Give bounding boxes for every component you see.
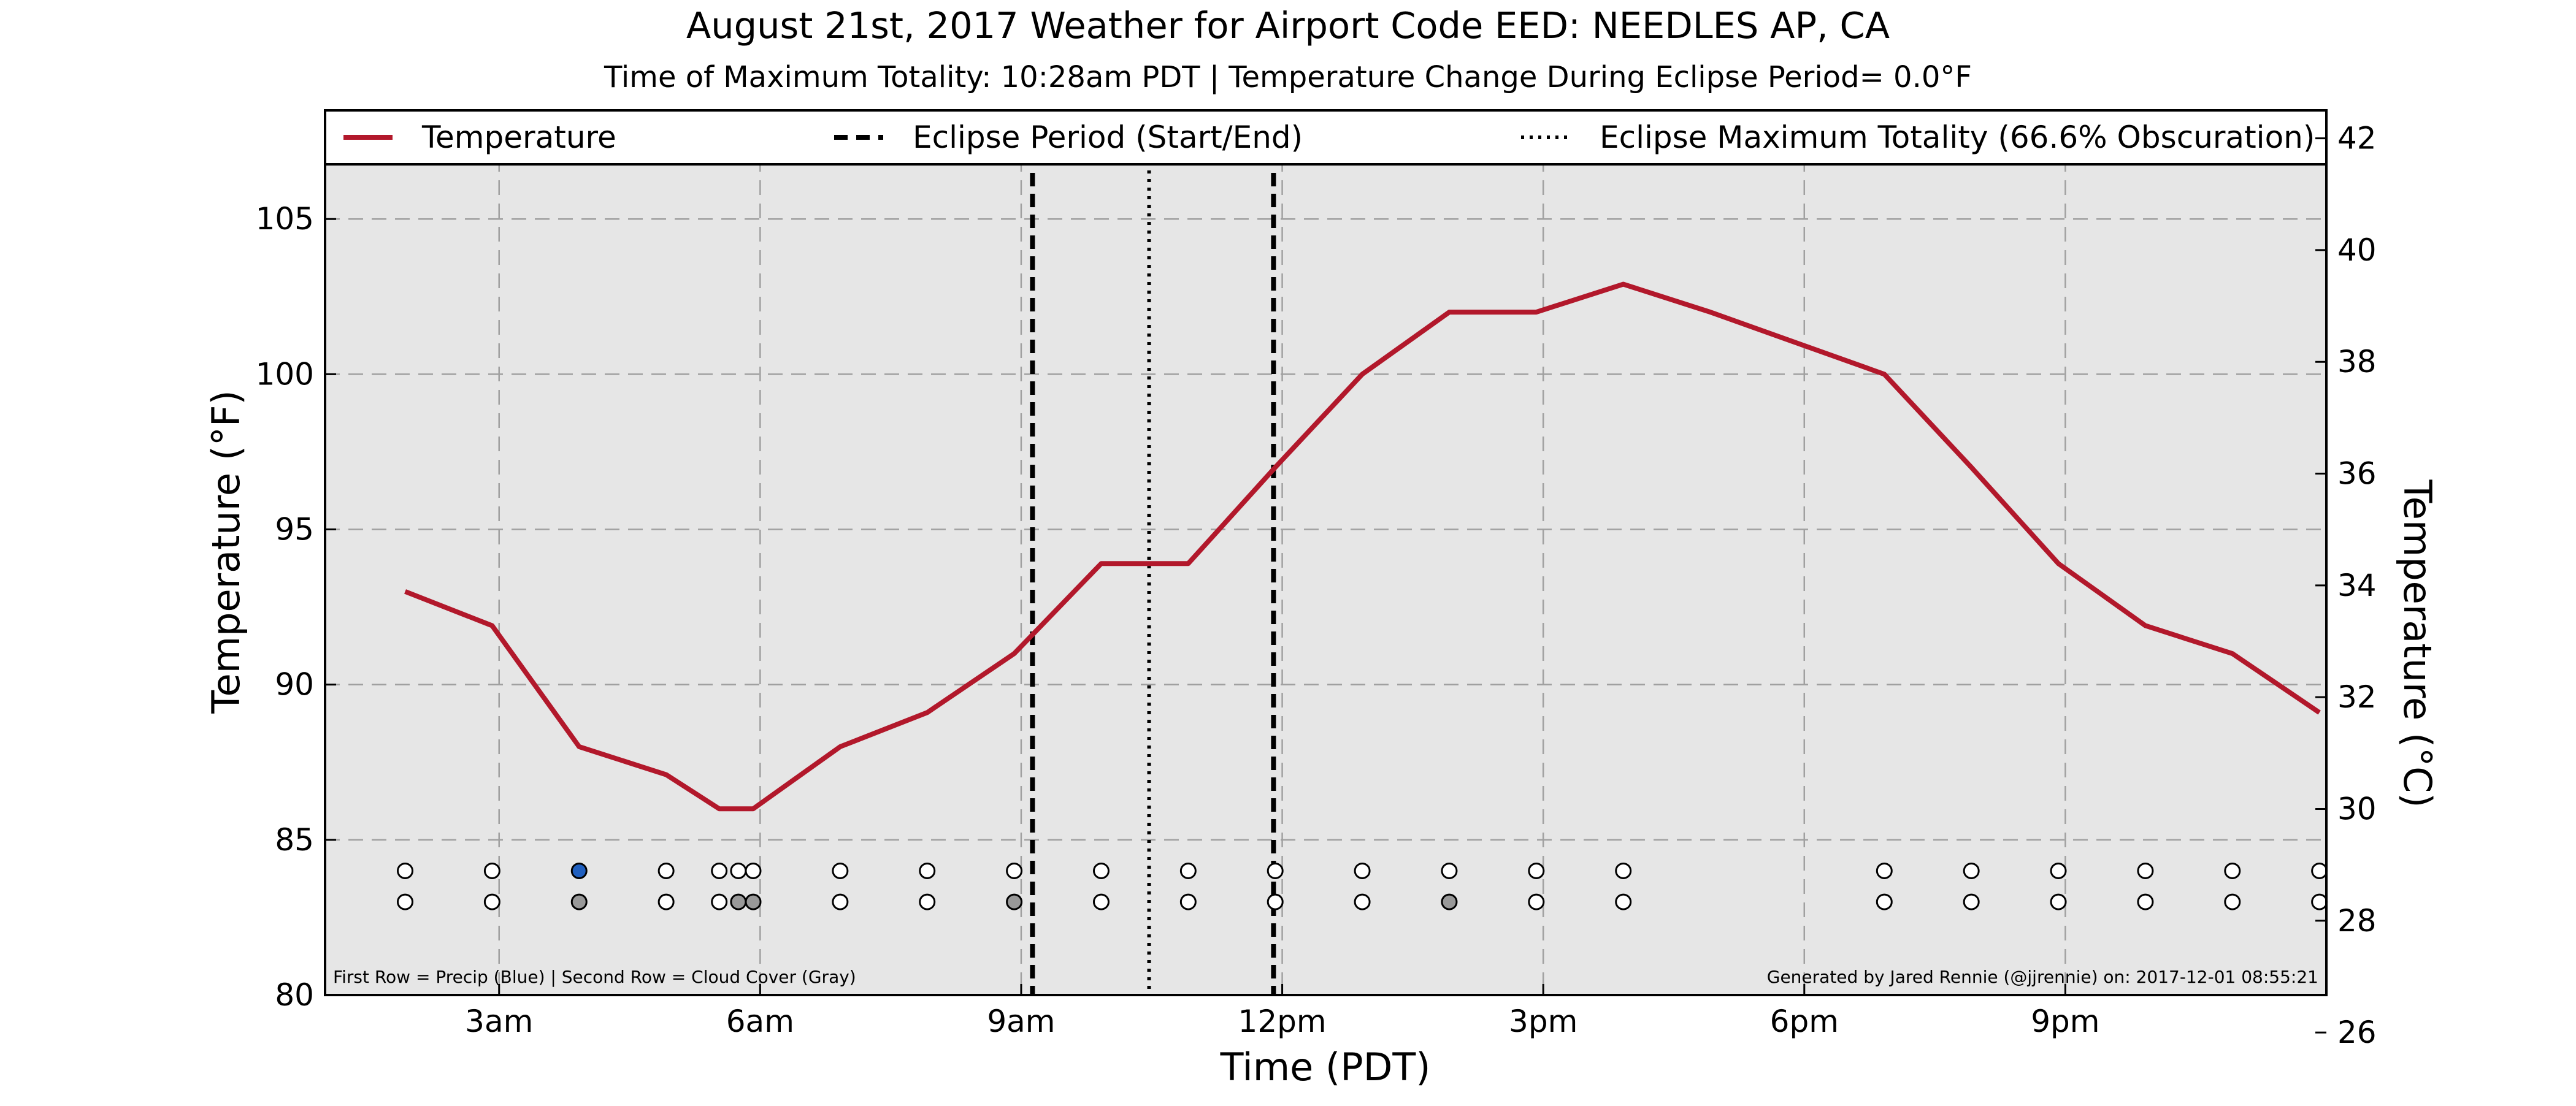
cloud-cover-marker bbox=[1876, 893, 1893, 910]
y-axis-right: 26 28 30 32 34 36 38 40 42 bbox=[2315, 121, 2377, 1050]
plot-background bbox=[325, 110, 2326, 995]
precip-marker bbox=[745, 862, 762, 879]
observation-markers bbox=[397, 862, 2328, 910]
plot-frame bbox=[324, 109, 2328, 996]
y-right-tick-label: 42 bbox=[2337, 121, 2377, 156]
y-tick-label: 100 bbox=[256, 356, 314, 392]
cloud-cover-marker bbox=[1179, 893, 1197, 910]
x-tick-label: 3am bbox=[465, 1004, 533, 1039]
precip-marker bbox=[711, 862, 728, 879]
y-right-tick-label: 28 bbox=[2337, 903, 2377, 939]
cloud-cover-marker bbox=[1092, 893, 1110, 910]
cloud-cover-marker bbox=[1354, 893, 1371, 910]
y-right-tick-label: 38 bbox=[2337, 344, 2377, 379]
cloud-cover-marker bbox=[1441, 893, 1458, 910]
y-tick-label: 105 bbox=[256, 201, 314, 237]
cloud-cover-marker bbox=[2311, 893, 2328, 910]
legend-label: Eclipse Period (Start/End) bbox=[913, 120, 1303, 155]
eclipse-lines bbox=[1030, 110, 1276, 995]
precip-marker bbox=[570, 862, 588, 879]
precip-marker bbox=[1006, 862, 1023, 879]
legend-box bbox=[324, 109, 2328, 166]
grid bbox=[325, 110, 2326, 995]
cloud-cover-marker bbox=[2137, 893, 2154, 910]
cloud-cover-marker bbox=[711, 893, 728, 910]
x-tick-label: 12pm bbox=[1238, 1004, 1327, 1039]
y-axis-label-left: Temperature (°F) bbox=[204, 390, 248, 714]
cloud-cover-marker bbox=[745, 893, 762, 910]
y-tick-label: 80 bbox=[275, 977, 314, 1013]
precip-marker bbox=[2311, 862, 2328, 879]
chart-title: August 21st, 2017 Weather for Airport Co… bbox=[686, 4, 1890, 47]
x-axis-label: Time (PDT) bbox=[1220, 1045, 1431, 1089]
x-tick-label: 6pm bbox=[1770, 1004, 1839, 1039]
y-right-tick-label: 30 bbox=[2337, 791, 2377, 826]
cloud-cover-marker bbox=[2224, 893, 2241, 910]
cloud-cover-marker bbox=[1006, 893, 1023, 910]
precip-marker bbox=[397, 862, 414, 879]
y-tick-label: 85 bbox=[275, 822, 314, 858]
cloud-cover-marker bbox=[1615, 893, 1632, 910]
precip-marker bbox=[1179, 862, 1197, 879]
precip-marker bbox=[1092, 862, 1110, 879]
precip-marker bbox=[2224, 862, 2241, 879]
series-layer bbox=[404, 281, 2321, 812]
cloud-cover-marker bbox=[397, 893, 414, 910]
x-axis: 3am 6am 9am 12pm 3pm 6pm 9pm bbox=[465, 984, 2100, 1039]
note-right: Generated by Jared Rennie (@jjrennie) on… bbox=[1767, 967, 2318, 987]
precip-marker bbox=[730, 862, 747, 879]
chart-subtitle: Time of Maximum Totality: 10:28am PDT | … bbox=[604, 60, 1972, 94]
y-tick-label: 95 bbox=[275, 512, 314, 547]
legend-label: Temperature bbox=[421, 120, 616, 155]
precip-marker bbox=[1876, 862, 1893, 879]
precip-marker bbox=[1615, 862, 1632, 879]
cloud-cover-marker bbox=[730, 893, 747, 910]
cloud-cover-marker bbox=[570, 893, 588, 910]
cloud-cover-marker bbox=[1963, 893, 1980, 910]
precip-marker bbox=[1528, 862, 1545, 879]
precip-marker bbox=[1963, 862, 1980, 879]
cloud-cover-marker bbox=[657, 893, 675, 910]
precip-marker bbox=[1441, 862, 1458, 879]
precip-marker bbox=[1267, 862, 1284, 879]
y-right-tick-label: 32 bbox=[2337, 679, 2377, 715]
y-axis-label-right: Temperature (°C) bbox=[2395, 479, 2440, 807]
x-tick-label: 9am bbox=[987, 1004, 1055, 1039]
precip-marker bbox=[832, 862, 849, 879]
cloud-cover-marker bbox=[1267, 893, 1284, 910]
note-left: First Row = Precip (Blue) | Second Row =… bbox=[333, 967, 856, 987]
precip-marker bbox=[483, 862, 500, 879]
y-right-tick-label: 26 bbox=[2337, 1015, 2377, 1050]
cloud-cover-marker bbox=[832, 893, 849, 910]
y-axis-left: 80 85 90 95 100 105 bbox=[256, 201, 336, 1013]
y-right-tick-label: 34 bbox=[2337, 568, 2377, 603]
precip-marker bbox=[1354, 862, 1371, 879]
temperature-line bbox=[404, 281, 2321, 812]
precip-marker bbox=[2137, 862, 2154, 879]
precip-marker bbox=[2050, 862, 2067, 879]
x-tick-label: 9pm bbox=[2031, 1004, 2099, 1039]
precip-marker bbox=[657, 862, 675, 879]
y-tick-label: 90 bbox=[275, 667, 314, 703]
legend: Temperature Eclipse Period (Start/End) Ecl… bbox=[343, 120, 2315, 155]
precip-marker bbox=[919, 862, 936, 879]
y-right-tick-label: 36 bbox=[2337, 456, 2377, 492]
cloud-cover-marker bbox=[2050, 893, 2067, 910]
cloud-cover-marker bbox=[483, 893, 500, 910]
x-tick-label: 6am bbox=[726, 1004, 794, 1039]
cloud-cover-marker bbox=[1528, 893, 1545, 910]
y-right-tick-label: 40 bbox=[2337, 232, 2377, 268]
cloud-cover-marker bbox=[919, 893, 936, 910]
x-tick-label: 3pm bbox=[1509, 1004, 1577, 1039]
legend-label: Eclipse Maximum Totality (66.6% Obscurat… bbox=[1600, 120, 2315, 155]
